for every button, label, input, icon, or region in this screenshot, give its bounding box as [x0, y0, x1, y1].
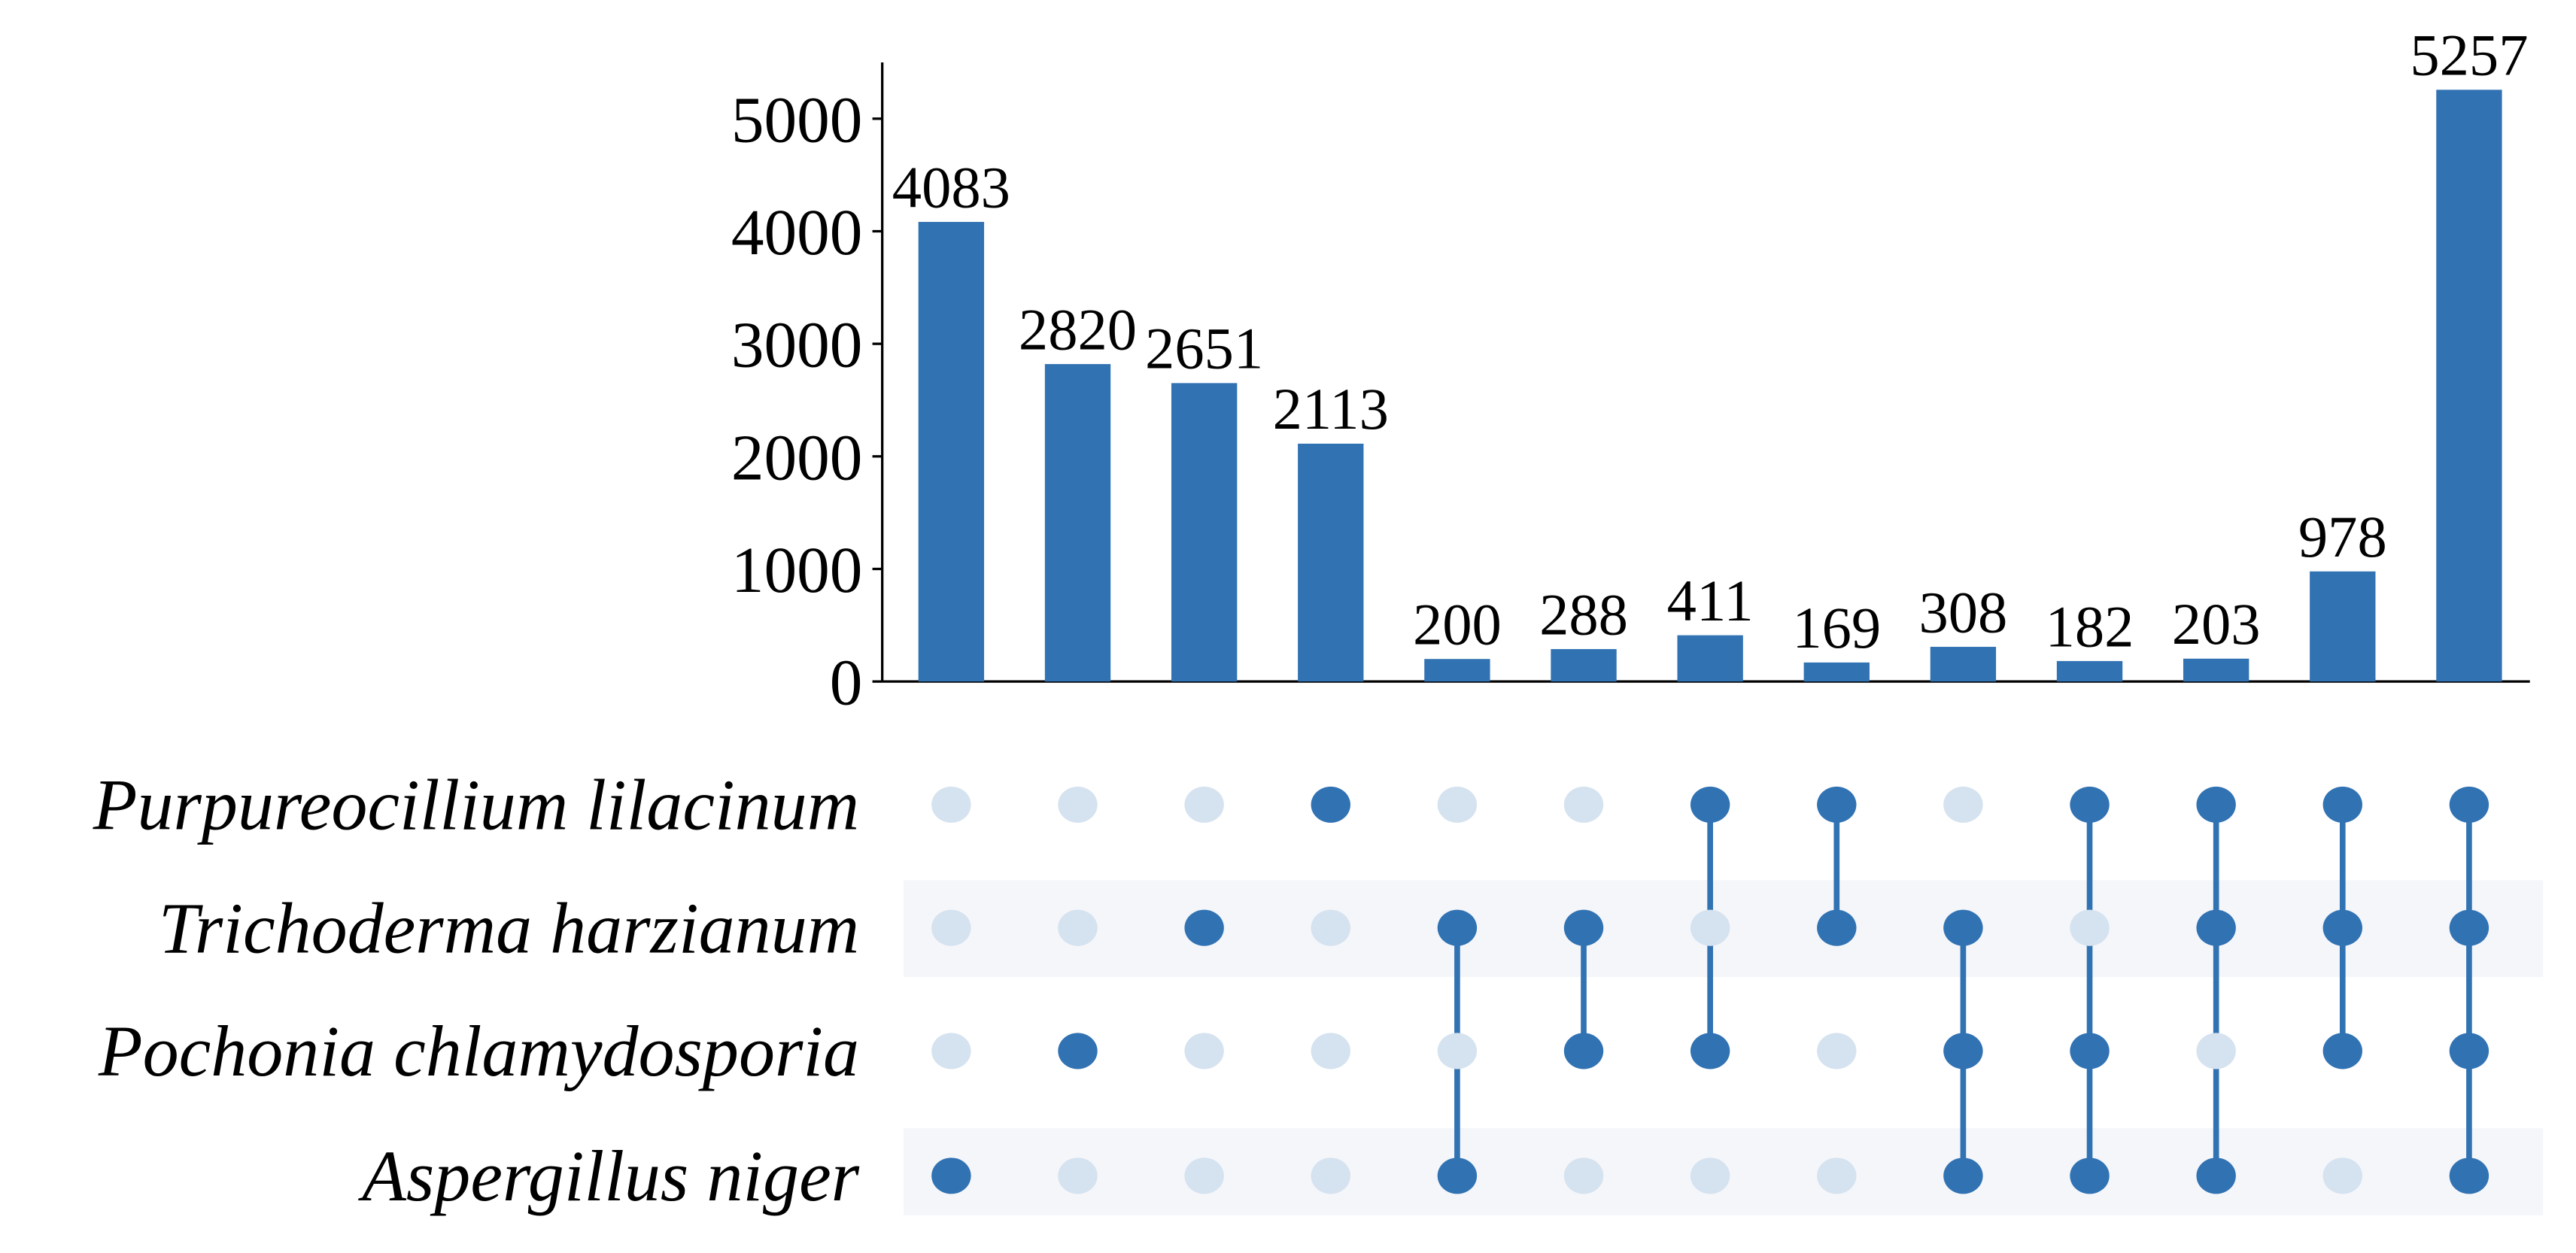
bar: [2183, 658, 2249, 682]
bar: [1171, 383, 1238, 682]
membership-dot: [1943, 786, 1983, 823]
bar: [1044, 364, 1111, 682]
membership-dot: [931, 1157, 971, 1194]
membership-dot: [1817, 1157, 1857, 1194]
membership-dot: [1437, 909, 1478, 946]
bar: [918, 222, 985, 682]
value-label: 2651: [1145, 317, 1263, 382]
membership-dot: [1690, 1157, 1730, 1194]
membership-dot: [1690, 786, 1730, 823]
membership-dot: [931, 909, 971, 946]
y-tick-label: 1000: [731, 533, 863, 606]
membership-dot: [1817, 786, 1857, 823]
value-label: 288: [1539, 582, 1628, 648]
membership-dot: [1058, 1157, 1098, 1194]
membership-dot: [1311, 909, 1350, 946]
value-label: 5257: [2410, 23, 2528, 89]
value-label: 411: [1667, 569, 1754, 634]
y-tick-label: 5000: [731, 83, 863, 156]
membership-dot: [2322, 1033, 2362, 1069]
membership-dot: [1563, 909, 1604, 946]
membership-dot: [1690, 1033, 1730, 1069]
membership-dot: [2070, 786, 2110, 823]
membership-dot: [1817, 1033, 1857, 1069]
membership-dot: [2070, 1033, 2110, 1069]
membership-dot: [2070, 1157, 2110, 1194]
membership-dot: [2196, 1033, 2236, 1069]
membership-dot: [1311, 1033, 1350, 1069]
membership-dot: [1184, 909, 1224, 946]
membership-dot: [1184, 1157, 1224, 1194]
membership-dot: [1437, 786, 1478, 823]
membership-dot: [1058, 909, 1098, 946]
membership-dot: [1563, 1033, 1604, 1069]
bar: [2310, 571, 2376, 682]
membership-dot: [1563, 1157, 1604, 1194]
membership-dot: [931, 1033, 971, 1069]
membership-dot: [1563, 786, 1604, 823]
bar: [1677, 635, 1743, 682]
membership-dot: [2196, 786, 2236, 823]
membership-dot: [2322, 1157, 2362, 1194]
membership-dot: [1184, 1033, 1224, 1069]
membership-dot: [1058, 786, 1098, 823]
membership-dot: [2196, 909, 2236, 946]
set-label: Aspergillus niger: [357, 1136, 859, 1216]
membership-dot: [1311, 786, 1350, 823]
y-tick-label: 3000: [731, 308, 863, 381]
membership-dot: [1943, 1157, 1983, 1194]
membership-dot: [931, 786, 971, 823]
bar: [2056, 660, 2123, 682]
value-label: 308: [1918, 580, 2007, 645]
membership-dot: [1943, 909, 1983, 946]
membership-dot: [1311, 1157, 1350, 1194]
value-label: 200: [1413, 593, 1502, 658]
membership-dot: [2449, 909, 2489, 946]
value-label: 978: [2298, 505, 2387, 570]
membership-dot: [1058, 1033, 1098, 1069]
value-label: 4083: [892, 155, 1010, 220]
bar: [1298, 443, 1364, 682]
membership-dot: [2449, 1033, 2489, 1069]
set-label: Pochonia chlamydosporia: [98, 1011, 859, 1091]
membership-dot: [2322, 786, 2362, 823]
value-label: 169: [1792, 596, 1881, 661]
bar: [1551, 649, 1617, 682]
bar: [2436, 90, 2502, 682]
membership-dot: [2196, 1157, 2236, 1194]
membership-dot: [1690, 909, 1730, 946]
bar: [1424, 659, 1490, 682]
set-label: Trichoderma harzianum: [159, 887, 859, 968]
value-label: 2820: [1019, 297, 1137, 363]
value-label: 182: [2046, 594, 2134, 660]
set-label: Purpureocillium lilacinum: [93, 765, 859, 845]
bar: [1930, 647, 1997, 682]
value-label: 2113: [1273, 377, 1389, 442]
membership-dot: [1817, 909, 1857, 946]
membership-dot: [2449, 786, 2489, 823]
membership-dot: [1437, 1033, 1478, 1069]
membership-dot: [2070, 909, 2110, 946]
membership-dot: [2322, 909, 2362, 946]
membership-dot: [2449, 1157, 2489, 1194]
membership-dot: [1437, 1157, 1478, 1194]
bar: [1803, 662, 1870, 682]
y-tick-label: 0: [830, 646, 863, 719]
membership-dot: [1943, 1033, 1983, 1069]
membership-dot: [1184, 786, 1224, 823]
value-label: 203: [2172, 592, 2261, 657]
y-tick-label: 4000: [731, 196, 863, 268]
y-tick-label: 2000: [731, 420, 863, 493]
